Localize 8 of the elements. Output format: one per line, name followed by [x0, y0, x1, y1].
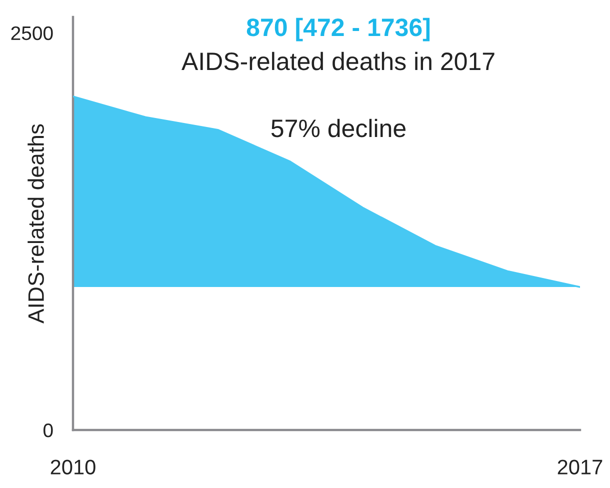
y-tick-label: 2500 — [11, 26, 53, 40]
chart-title: 870 [472 - 1736] — [246, 18, 430, 42]
annotation: 57% decline — [271, 118, 406, 138]
x-tick-label: 2010 — [50, 460, 96, 474]
y-axis-title: AIDS-related deaths — [28, 124, 44, 324]
y-tick-label: 0 — [44, 423, 53, 438]
x-tick-label: 2017 — [558, 460, 602, 474]
text: AIDS-related deaths in 2017 — [182, 52, 494, 70]
